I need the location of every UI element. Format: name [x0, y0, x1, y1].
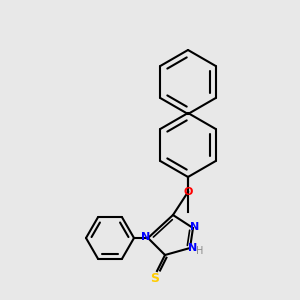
Text: O: O: [183, 187, 193, 197]
Text: H: H: [196, 246, 204, 256]
Text: N: N: [188, 243, 198, 253]
Text: N: N: [141, 232, 151, 242]
Text: N: N: [190, 222, 200, 232]
Text: S: S: [151, 272, 160, 284]
